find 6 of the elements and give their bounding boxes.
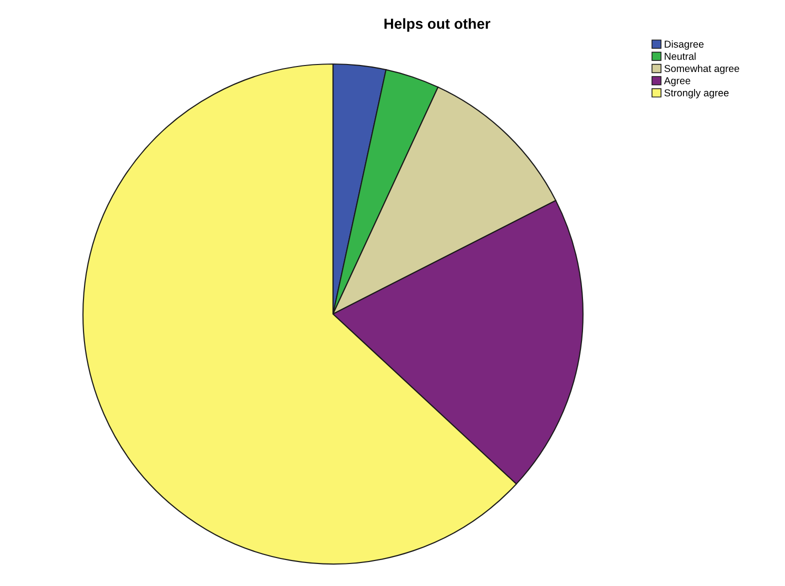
chart-title: Helps out other (384, 18, 490, 32)
legend-label: Agree (664, 77, 690, 86)
legend-label: Disagree (664, 40, 704, 50)
legend-label: Neutral (664, 52, 696, 60)
legend-label: Strongly agree (664, 89, 729, 98)
legend-label: Somewhat agree (664, 64, 740, 74)
